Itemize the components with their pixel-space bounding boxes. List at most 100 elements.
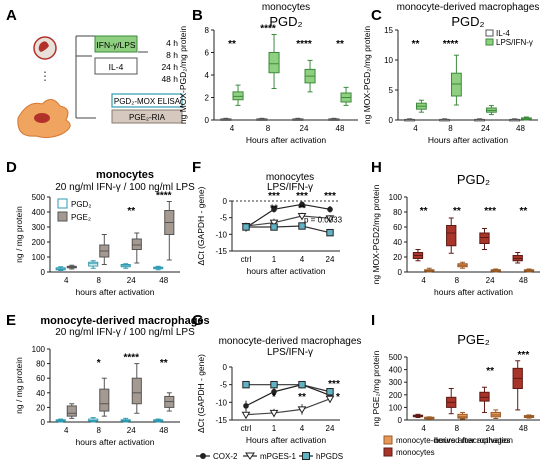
significance-marker: ** [420,206,428,217]
significance-marker: *** [328,379,340,390]
significance-marker: ** [453,206,461,217]
y-tick-label: 500 [389,353,403,362]
data-point-hpgds [326,228,334,237]
y-tick-label: 0 [398,268,403,277]
differentiation-dots: ⋮ [39,69,51,83]
y-axis-label: ΔCt (GAPDH - gene) [196,186,206,265]
y-tick-label: 0 [389,116,394,125]
data-point-hpgds [270,223,278,231]
x-tick-label: 48 [516,124,525,133]
y-tick-label: 0 [398,416,403,425]
data-point-cox2 [299,201,305,208]
legend-monocytes-label: monocytes [396,448,435,457]
data-point-cox2 [271,388,277,395]
significance-marker: ** [336,39,344,50]
chart-title: monocyte-derived macrophages [40,315,209,327]
y-tick-label: 20 [393,253,402,262]
y-axis-label: ng PGE₂/mg protein [371,350,381,426]
y-tick-label: 0 [223,363,228,372]
legend-hpgds-label: hPGDS [316,452,343,461]
x-axis-label: Hours after activation [428,135,509,145]
chart-subtitle: LPS/IFN-γ [267,347,313,358]
legend-marker [485,29,494,37]
box-series2 [66,405,77,417]
legend-label: LPS/IFN-γ [496,38,533,47]
assay-elisa-label: PGD₂-MOX ELISA [114,97,181,106]
y-tick-label: 6 [205,49,210,58]
chart-title: monocyte-derived macrophages [397,2,540,13]
panel-e-label: E [6,312,16,329]
data-point-hpgds [298,222,306,230]
chart-subtitle: PGD₂ [269,14,302,29]
x-tick-label: ctrl [241,255,252,264]
legend-cox2-marker [200,453,206,459]
legend-label: PGE₂ [71,213,91,222]
significance-marker: ** [298,204,306,215]
y-tick-label: 8 [205,26,210,35]
time-label: 24 h [161,62,178,72]
significance-marker: **** [443,39,459,50]
legend-hi: monocyte-derived macrophages monocytes [383,435,510,457]
y-tick-label: 0 [41,418,46,427]
x-axis-label: hours after activation [76,437,155,447]
significance-marker: * [97,358,101,369]
x-tick-label: 48 [336,124,345,133]
data-point-mpges1 [269,409,279,418]
y-tick-label: 100 [32,253,46,262]
x-axis-label: hours after activation [434,287,513,297]
y-tick-label: 0 [41,268,46,277]
y-axis-label: ng / mg protein [14,357,24,414]
significance-marker: **** [156,191,172,202]
legend-label: IL-4 [496,29,510,38]
significance-marker: *** [324,191,336,202]
data-point-cox2 [243,403,249,409]
panel-i-label: I [371,312,375,329]
significance-marker: ** [270,204,278,215]
significance-marker: ** [519,206,527,217]
line-mpges-1 [245,215,331,227]
significance-marker: ** [127,206,135,217]
panel-f-label: F [192,159,201,176]
significance-marker: ** [298,392,306,403]
data-point-hpgds [242,380,250,389]
data-point-mpges1 [269,219,279,228]
line-mpges-1 [245,398,331,416]
y-tick-label: 300 [389,378,403,387]
time-label: 4 h [166,38,178,48]
x-tick-label: 8 [97,276,102,285]
x-tick-label: 8 [266,124,271,133]
significance-marker: **** [123,353,139,364]
legend-macrophage-label: monocyte-derived macrophages [396,436,510,445]
significance-marker: *** [296,191,308,202]
legend-marker [485,38,494,46]
y-tick-label: 80 [36,360,45,369]
x-axis-label: hours after activation [434,435,513,445]
x-tick-label: 4 [64,426,69,435]
legend-hpgds-marker [302,452,310,460]
y-tick-label: 100 [32,345,46,354]
significance-marker: ** [412,39,420,50]
x-axis-label: hours after activation [247,266,326,276]
significance-marker: ** [228,39,236,50]
y-tick-label: 40 [393,238,402,247]
y-axis-label: ΔCt (GAPDH - gene) [196,354,206,433]
y-tick-label: -5 [220,214,228,223]
box-series2 [99,388,110,412]
x-tick-label: 48 [159,426,168,435]
stim-ifn-lps-label: IFN-γ/LPS [96,40,136,50]
x-tick-label: 4 [421,424,426,433]
x-tick-label: 1 [272,255,277,264]
x-tick-label: 1 [272,424,277,433]
y-tick-label: 60 [393,223,402,232]
chart-title: PGE₂ [457,332,490,347]
panel-a: A ⋮ IFN-γ/LPS IL-4 4 h 8 h 24 h 48 h PGD… [6,7,183,139]
y-tick-label: 100 [389,193,403,202]
x-axis-label: hours after activation [76,287,155,297]
y-tick-label: 20 [36,403,45,412]
significance-marker: ** [160,358,168,369]
x-tick-label: 24 [326,255,335,264]
chart-title: monocytes [262,2,310,13]
y-tick-label: 100 [389,403,403,412]
x-tick-label: 24 [127,276,136,285]
significance-marker: * [272,392,276,403]
